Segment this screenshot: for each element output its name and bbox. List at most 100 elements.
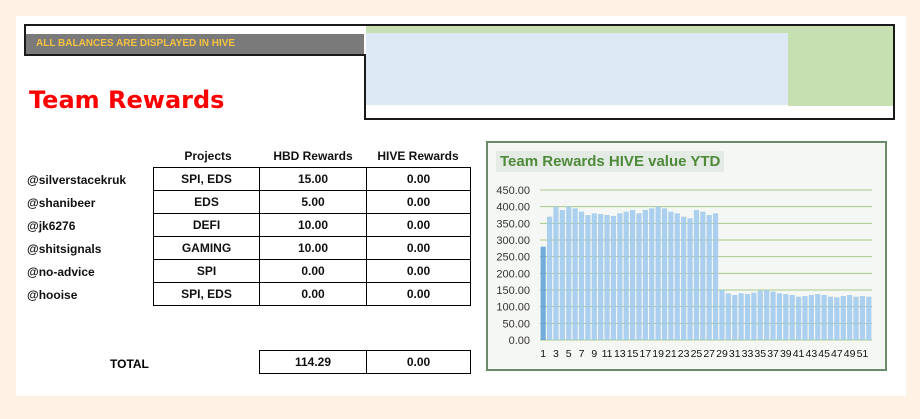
hive-cell[interactable]: 0.00 — [366, 167, 471, 191]
team-member-name: @shanibeer — [27, 196, 96, 210]
chart-bar — [808, 295, 814, 340]
x-tick-label: 49 — [844, 348, 856, 360]
x-tick-label: 39 — [780, 348, 792, 360]
hive-cell[interactable]: 0.00 — [366, 282, 471, 306]
y-tick-label: 0.00 — [509, 335, 530, 347]
y-tick-label: 350.00 — [496, 218, 530, 230]
x-tick-label: 41 — [793, 348, 805, 360]
team-member-name: @jk6276 — [27, 219, 76, 233]
chart-title: Team Rewards HIVE value YTD — [496, 151, 725, 172]
y-tick-label: 100.00 — [496, 302, 530, 314]
column-header-hive: HIVE Rewards — [377, 149, 459, 163]
chart-bar — [598, 214, 604, 340]
chart-bar — [566, 206, 572, 340]
chart-bar — [546, 216, 553, 340]
x-tick-label: 19 — [652, 348, 664, 360]
x-tick-label: 27 — [703, 348, 715, 360]
hive-cell[interactable]: 0.00 — [366, 259, 471, 283]
projects-cell[interactable]: SPI — [153, 259, 260, 283]
x-tick-label: 23 — [678, 348, 690, 360]
chart-bar — [706, 215, 712, 340]
hive-cell[interactable]: 0.00 — [366, 190, 471, 214]
chart-bar — [610, 216, 617, 340]
projects-cell[interactable]: SPI, EDS — [153, 167, 260, 191]
page-title: Team Rewards — [29, 86, 225, 114]
total-hbd-cell[interactable]: 114.29 — [259, 350, 367, 374]
hbd-cell[interactable]: 15.00 — [259, 167, 367, 191]
chart-bar — [725, 293, 731, 340]
hbd-cell[interactable]: 0.00 — [259, 259, 367, 283]
x-tick-label: 1 — [540, 348, 546, 360]
team-member-name: @silverstacekruk — [27, 173, 127, 187]
header-blue-panel — [366, 33, 790, 105]
chart-bar — [604, 215, 610, 340]
chart-bar — [687, 218, 693, 340]
projects-cell[interactable]: DEFI — [153, 213, 260, 237]
chart-bar — [712, 213, 719, 340]
chart-bar — [553, 206, 559, 340]
x-tick-label: 51 — [857, 348, 869, 360]
chart-bar — [827, 296, 834, 340]
rewards-chart: 0.00 50.00 100.00 150.00 200.00 250.00 300.00 3… — [496, 185, 872, 360]
chart-bar — [738, 293, 744, 340]
chart-bar — [744, 294, 751, 340]
x-tick-label: 31 — [729, 348, 741, 360]
x-tick-label: 25 — [691, 348, 703, 360]
hbd-cell[interactable]: 10.00 — [259, 236, 367, 260]
total-hive-cell[interactable]: 0.00 — [366, 350, 471, 374]
x-tick-label: 15 — [627, 348, 639, 360]
chart-bar — [853, 296, 859, 340]
chart-bar — [802, 296, 808, 340]
chart-bar — [540, 246, 546, 340]
chart-bar — [642, 210, 648, 340]
x-tick-label: 21 — [665, 348, 677, 360]
chart-bar — [859, 296, 866, 340]
chart-bar — [681, 216, 687, 340]
y-tick-label: 150.00 — [496, 285, 530, 297]
header-green-panel — [788, 26, 893, 106]
chart-bar — [847, 295, 853, 340]
chart-bar — [591, 213, 597, 340]
x-tick-label: 45 — [818, 348, 830, 360]
projects-cell[interactable]: SPI, EDS — [153, 282, 260, 306]
chart-bar — [751, 292, 757, 340]
y-tick-label: 400.00 — [496, 202, 530, 214]
x-tick-label: 37 — [767, 348, 779, 360]
balance-note: ALL BALANCES ARE DISPLAYED IN HIVE — [26, 34, 364, 54]
column-header-projects: Projects — [184, 149, 232, 163]
x-tick-label: 47 — [831, 348, 843, 360]
chart-bar — [789, 295, 795, 340]
x-tick-label: 7 — [579, 348, 585, 360]
chart-bar — [668, 211, 674, 340]
chart-bar — [559, 210, 565, 340]
hbd-cell[interactable]: 10.00 — [259, 213, 367, 237]
x-tick-label: 33 — [742, 348, 754, 360]
projects-cell[interactable]: EDS — [153, 190, 260, 214]
x-tick-label: 5 — [566, 348, 572, 360]
x-tick-label: 35 — [754, 348, 766, 360]
y-tick-label: 200.00 — [496, 268, 530, 280]
hbd-cell[interactable]: 5.00 — [259, 190, 367, 214]
chart-bar — [783, 294, 789, 340]
chart-bar — [636, 213, 642, 340]
chart-bar — [700, 211, 706, 340]
chart-bar — [764, 290, 770, 340]
header-green-strip — [366, 26, 893, 33]
hive-cell[interactable]: 0.00 — [366, 236, 471, 260]
chart-bar — [821, 295, 827, 340]
x-tick-label: 29 — [716, 348, 728, 360]
team-member-name: @no-advice — [27, 265, 95, 279]
y-tick-label: 450.00 — [496, 185, 530, 197]
title-box — [24, 54, 366, 120]
hbd-cell[interactable]: 0.00 — [259, 282, 367, 306]
y-tick-label: 50.00 — [502, 318, 530, 330]
projects-cell[interactable]: GAMING — [153, 236, 260, 260]
hive-cell[interactable]: 0.00 — [366, 213, 471, 237]
x-tick-label: 9 — [591, 348, 597, 360]
chart-bar — [661, 208, 668, 340]
chart-bar — [776, 293, 783, 340]
chart-bar — [815, 294, 821, 340]
x-tick-label: 13 — [614, 348, 626, 360]
x-tick-label: 43 — [806, 348, 818, 360]
chart-bar — [866, 296, 872, 340]
